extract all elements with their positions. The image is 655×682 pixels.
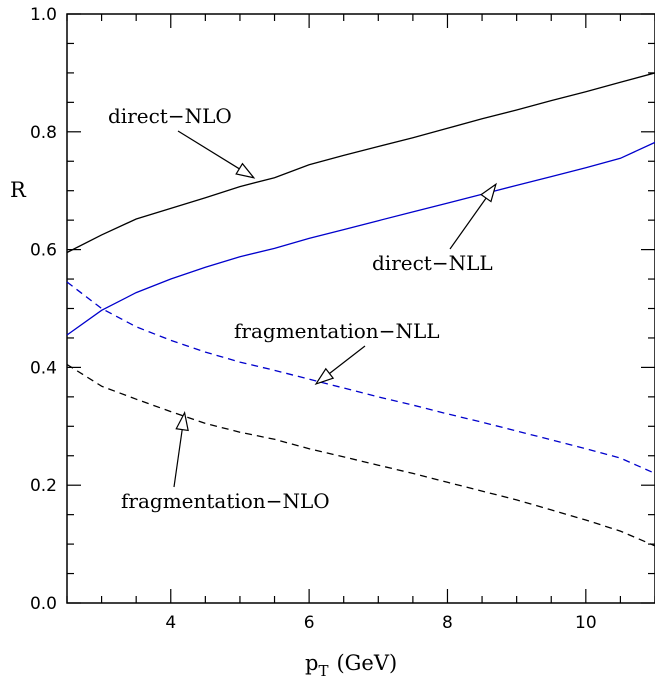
annotation-label-direct-nll: direct−NLL	[372, 251, 493, 275]
plot-area-border	[66, 13, 655, 604]
annotation-arrow-shaft	[449, 197, 487, 250]
series-line-fragmentation-nll	[66, 281, 655, 474]
annotation-label-direct-nlo: direct−NLO	[108, 104, 232, 128]
annotation-arrow-head	[235, 162, 256, 179]
y-axis-label: R	[10, 178, 27, 202]
annotation-arrow-head	[175, 410, 189, 432]
x-axis-label-main: p	[305, 651, 318, 675]
annotation-label-fragmentation-nll: fragmentation−NLL	[234, 319, 440, 343]
annotation-arrow-shaft	[177, 130, 240, 170]
tick-labels: 4 6 8 10 0.0 0.2 0.4 0.6 0.8 1.0	[30, 5, 597, 633]
annotation-label-fragmentation-nlo: fragmentation−NLO	[121, 489, 330, 513]
y-tick-label: 0.6	[30, 241, 57, 261]
series-group	[66, 72, 655, 547]
annotation-arrow-head	[314, 367, 335, 385]
y-tick-label: 0.8	[30, 123, 57, 143]
x-tick-label: 6	[304, 613, 315, 633]
x-tick-label: 10	[575, 613, 597, 633]
y-tick-label: 1.0	[30, 5, 57, 25]
annotation-arrow-shaft	[329, 345, 366, 374]
x-tick-label: 8	[442, 613, 453, 633]
x-axis-label-subscript: T	[318, 662, 328, 680]
plot-frame	[66, 13, 655, 604]
x-axis-label: pT (GeV)	[305, 651, 397, 680]
annotation-arrow-shaft	[173, 429, 183, 488]
series-line-direct-nll	[66, 141, 655, 336]
series-line-fragmentation-nlo	[66, 363, 655, 547]
x-tick-label: 4	[165, 613, 176, 633]
y-tick-label: 0.0	[30, 594, 57, 614]
series-line-direct-nlo	[66, 72, 655, 254]
annotation-arrow-head	[480, 182, 497, 203]
x-axis-label-unit: (GeV)	[336, 651, 397, 675]
axis-ticks	[66, 13, 655, 604]
y-tick-label: 0.2	[30, 476, 57, 496]
annotations: direct−NLO direct−NLL fragmentation−NLL fra…	[108, 104, 497, 513]
y-tick-label: 0.4	[30, 358, 57, 378]
